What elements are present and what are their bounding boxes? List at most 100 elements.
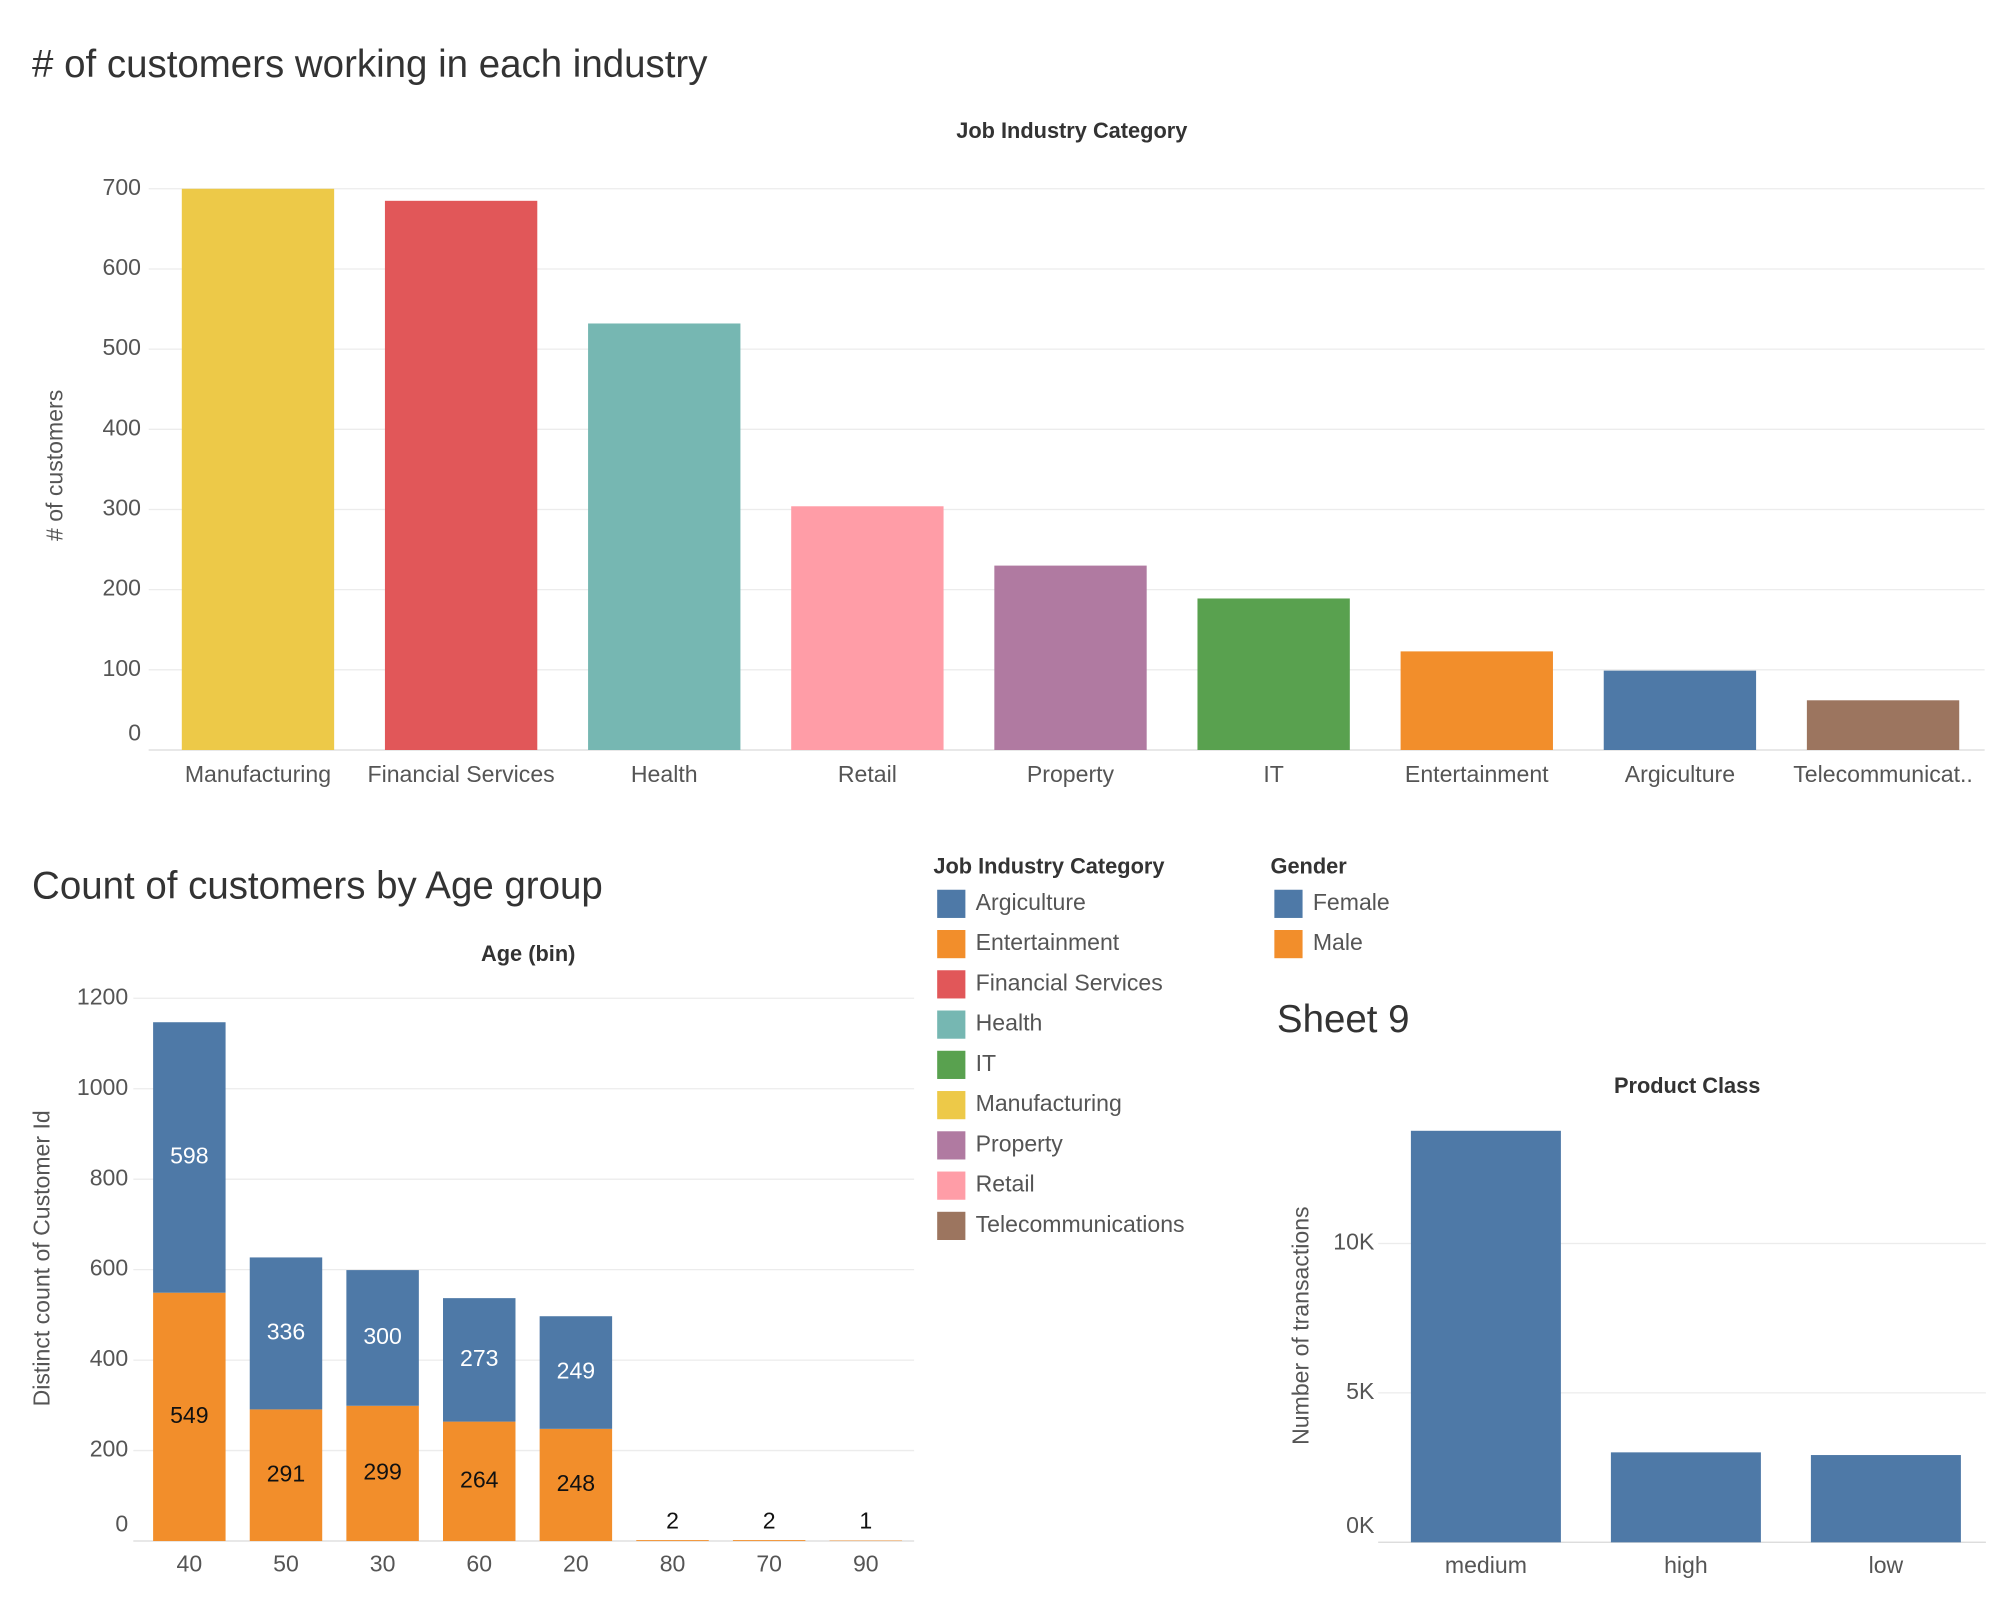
legend-swatch [937, 1050, 966, 1079]
x-tick-label: 60 [466, 1550, 492, 1576]
bar-segment [249, 1409, 323, 1542]
bar-segment [443, 1421, 516, 1542]
y-tick-label: 0 [115, 1511, 128, 1537]
y-tick-label: 400 [90, 1345, 128, 1371]
data-label: 249 [557, 1358, 595, 1384]
legend-title: Job Industry Category [933, 854, 1164, 879]
x-tick-label: 50 [273, 1550, 299, 1576]
bar [1197, 598, 1350, 750]
y-tick-label: 0K [1346, 1512, 1375, 1538]
bar-segment [539, 1316, 613, 1429]
y-tick-label: 200 [90, 1436, 128, 1462]
x-axis-title: Age (bin) [481, 941, 575, 966]
x-tick-label-box: Retail [837, 761, 897, 788]
data-label: 1 [859, 1508, 872, 1534]
data-label: 248 [557, 1470, 595, 1496]
y-tick-label: 400 [103, 414, 141, 440]
data-label: 264 [460, 1466, 499, 1492]
bar [1810, 1455, 1961, 1543]
data-label: 2 [666, 1507, 679, 1533]
legend-label: Female [1313, 889, 1390, 915]
y-tick-label: 300 [103, 495, 141, 521]
x-tick-label: IT [1263, 761, 1284, 788]
bar [1400, 651, 1553, 750]
chart-title: Sheet 9 [1277, 998, 1410, 1041]
legend-label: Retail [976, 1171, 1035, 1197]
data-label: 273 [460, 1345, 498, 1371]
legend-swatch [1274, 930, 1303, 959]
bar-segment [732, 1540, 806, 1542]
y-tick-label: 700 [103, 174, 141, 200]
x-tick-label: 80 [660, 1550, 686, 1576]
y-tick-label: 600 [103, 254, 141, 280]
x-tick-label: Telecommunicat.. [1793, 761, 1973, 788]
y-axis-title: Distinct count of Customer Id [29, 1110, 55, 1406]
chart-title: # of customers working in each industry [32, 43, 708, 86]
y-tick-label: 10K [1333, 1229, 1375, 1255]
data-label: 598 [170, 1143, 208, 1169]
x-tick-label-box: Telecommunicat.. [1793, 761, 1973, 788]
legend-label: Entertainment [976, 929, 1120, 955]
legend-label: Argiculture [976, 889, 1086, 915]
y-tick-label: 100 [103, 655, 141, 681]
x-tick-label-box: Manufacturing [184, 761, 332, 788]
bar [384, 200, 538, 751]
x-tick-label: 20 [563, 1550, 589, 1576]
x-tick-label: low [1869, 1552, 1904, 1578]
legend-label: Health [976, 1010, 1043, 1036]
legend-label: Property [976, 1130, 1064, 1156]
x-axis-title: Job Industry Category [956, 118, 1187, 143]
data-label: 336 [267, 1319, 305, 1345]
bar-segment [153, 1022, 226, 1293]
data-label: 300 [363, 1323, 401, 1349]
legend-swatch [937, 1171, 966, 1200]
bar-segment [346, 1270, 419, 1406]
x-tick-label: Property [1026, 761, 1115, 788]
y-tick-label: 500 [103, 334, 141, 360]
x-tick-label: 30 [370, 1550, 396, 1576]
y-tick-label: 200 [103, 575, 141, 601]
bar [994, 565, 1147, 750]
bar [1410, 1130, 1561, 1543]
x-tick-label: 70 [756, 1550, 782, 1576]
bar [1603, 670, 1757, 750]
bar [791, 506, 944, 750]
x-tick-label: Entertainment [1404, 761, 1549, 788]
legend-swatch [937, 1010, 966, 1039]
legend-swatch [937, 970, 966, 999]
bar-segment [249, 1257, 323, 1410]
x-tick-label-box: Financial Services [367, 762, 554, 788]
data-label: 291 [267, 1460, 305, 1486]
x-tick-label-box: Health [630, 761, 698, 788]
legend-swatch [937, 930, 966, 959]
bar-segment [346, 1405, 419, 1542]
bar-segment [443, 1298, 516, 1422]
legend-label: Financial Services [976, 969, 1163, 995]
legend-label: IT [976, 1050, 996, 1076]
legend-label: Manufacturing [976, 1090, 1122, 1116]
legend-swatch [937, 889, 966, 918]
y-tick-label: 0 [128, 720, 141, 746]
bar [181, 188, 335, 751]
x-tick-label: Retail [837, 761, 897, 788]
y-tick-label: 800 [90, 1164, 128, 1190]
x-tick-label-box: Argiculture [1624, 761, 1736, 788]
x-tick-label: Manufacturing [184, 761, 332, 788]
bar [1806, 700, 1960, 750]
y-tick-label: 600 [90, 1255, 128, 1281]
bar [1610, 1452, 1761, 1543]
x-tick-label: Health [630, 761, 698, 788]
x-tick-label: Argiculture [1624, 761, 1736, 788]
x-tick-label: 40 [177, 1550, 203, 1576]
x-tick-label: medium [1445, 1552, 1527, 1578]
legend-title: Gender [1271, 854, 1348, 879]
y-axis-title: Number of transactions [1288, 1206, 1314, 1444]
bar-segment [636, 1540, 709, 1542]
legend-swatch [937, 1131, 966, 1160]
legend-swatch [937, 1211, 966, 1240]
y-tick-label: 5K [1346, 1378, 1375, 1404]
legend-label: Telecommunications [976, 1211, 1185, 1237]
legend-swatch [937, 1091, 966, 1120]
